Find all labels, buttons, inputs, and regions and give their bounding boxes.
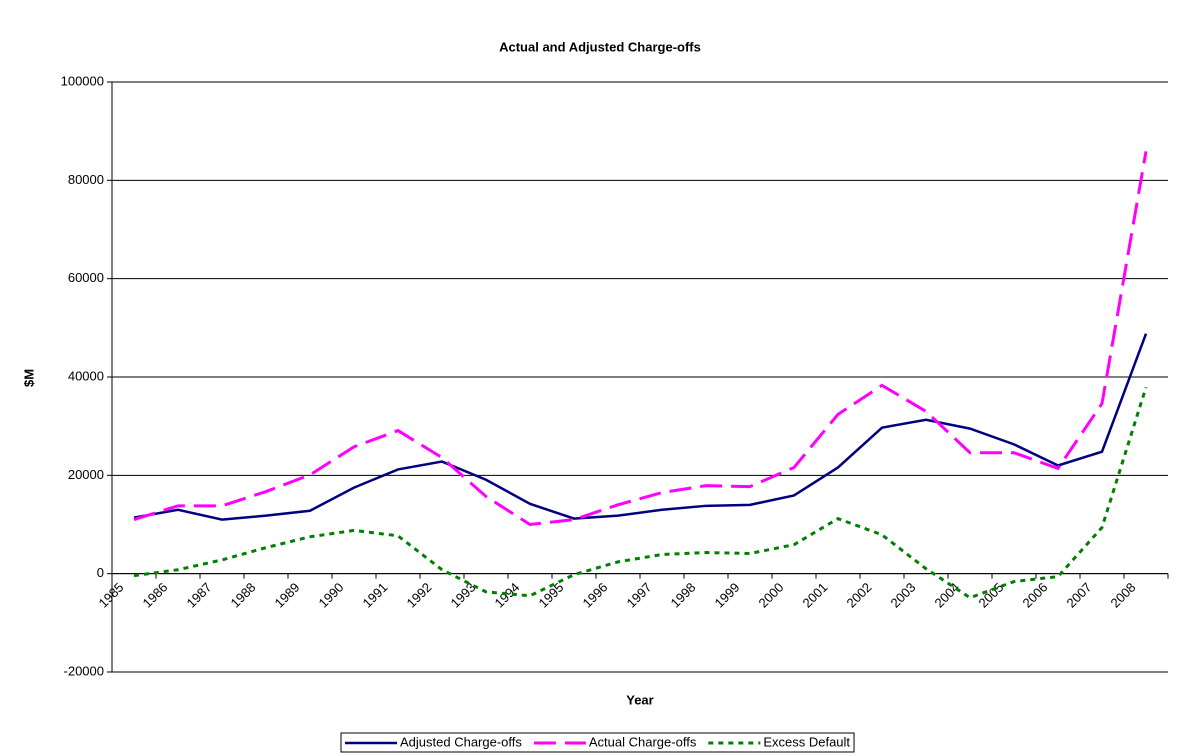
x-tick-label: 2008 xyxy=(1107,580,1138,611)
chart-title: Actual and Adjusted Charge-offs xyxy=(499,39,701,54)
x-tick-label: 1988 xyxy=(227,580,258,611)
x-tick-label: 1999 xyxy=(711,580,742,611)
y-tick-label: -20000 xyxy=(64,663,104,678)
x-tick-label: 1990 xyxy=(315,580,346,611)
x-tick-label: 2003 xyxy=(887,580,918,611)
x-tick-label: 2005 xyxy=(975,580,1006,611)
x-tick-label: 2000 xyxy=(755,580,786,611)
x-tick-label: 1985 xyxy=(95,580,126,611)
x-tick-label: 1986 xyxy=(139,580,170,611)
x-tick-label: 1997 xyxy=(623,580,654,611)
data-line xyxy=(133,333,1148,521)
x-tick-label: 1989 xyxy=(271,580,302,611)
x-tick-label: 1992 xyxy=(403,580,434,611)
y-tick-label: 0 xyxy=(97,565,104,580)
x-tick-label: 1991 xyxy=(359,580,390,611)
legend-label: Excess Default xyxy=(763,734,850,749)
data-line xyxy=(133,151,1148,527)
legend-label: Adjusted Charge-offs xyxy=(400,734,522,749)
x-tick-label: 2007 xyxy=(1063,580,1094,611)
legend: Adjusted Charge-offs Actual Charge-offs Ex… xyxy=(340,732,855,753)
y-tick-label: 40000 xyxy=(68,368,104,383)
legend-label: Actual Charge-offs xyxy=(589,734,697,749)
x-tick-label: 2006 xyxy=(1019,580,1050,611)
y-tick-label: 100000 xyxy=(61,73,104,88)
y-tick-label: 60000 xyxy=(68,270,104,285)
x-tick-label: 1996 xyxy=(579,580,610,611)
x-axis-title: Year xyxy=(626,692,653,707)
x-tick-label: 2002 xyxy=(843,580,874,611)
y-axis-title: $M xyxy=(21,369,36,387)
y-tick-label: 20000 xyxy=(68,467,104,482)
x-tick-label: 1994 xyxy=(491,580,522,611)
x-tick-label: 1993 xyxy=(447,580,478,611)
x-tick-label: 1998 xyxy=(667,580,698,611)
data-line xyxy=(133,386,1148,600)
x-tick-label: 1987 xyxy=(183,580,214,611)
x-tick-label: 2001 xyxy=(799,580,830,611)
legend-box xyxy=(340,732,855,753)
y-tick-label: 80000 xyxy=(68,172,104,187)
